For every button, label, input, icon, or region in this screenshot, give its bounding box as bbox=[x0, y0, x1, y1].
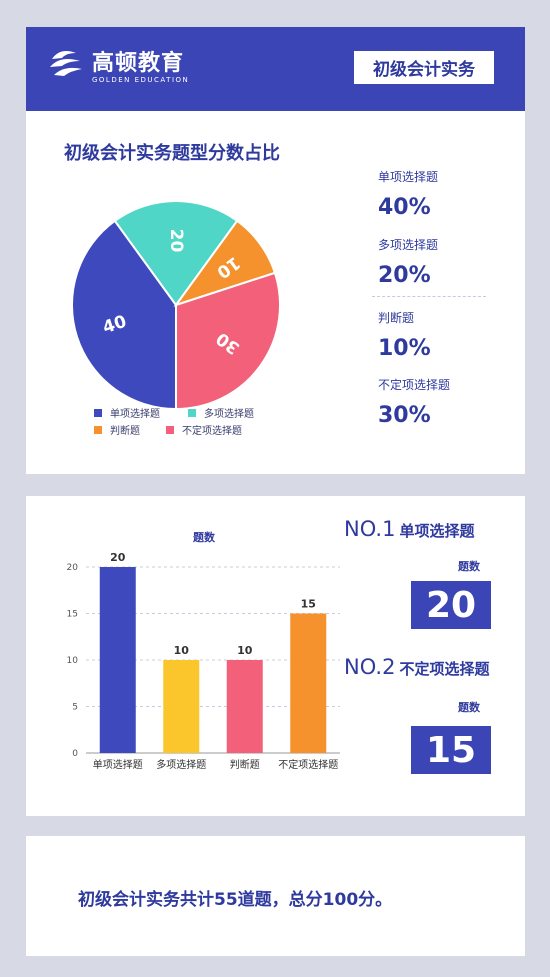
bar-card: 题数 0 5 10 15 20 20 单项选择题 10 多项选择题 10 判断题 15 不定项选择题 NO… bbox=[26, 496, 525, 816]
brand-name: 高顿教育 bbox=[92, 51, 185, 76]
rank2-heading: NO.2 不定项选择题 bbox=[344, 655, 489, 679]
pie-chart-title: 初级会计实务题型分数占比 bbox=[64, 143, 280, 164]
stat-multiple-choice: 多项选择题 20% bbox=[378, 236, 438, 288]
legend-label: 单项选择题 bbox=[110, 409, 160, 420]
rank2-name: 不定项选择题 bbox=[399, 660, 490, 678]
bar bbox=[163, 660, 200, 753]
legend-label: 不定项选择题 bbox=[182, 426, 242, 437]
brand-logo: 高顿教育 GOLDEN EDUCATION bbox=[46, 45, 236, 93]
summary-text: 初级会计实务共计55道题，总分100分。 bbox=[78, 890, 393, 910]
bar-value-label: 15 bbox=[301, 598, 316, 611]
pie-slice bbox=[175, 271, 281, 411]
brand-name-en: GOLDEN EDUCATION bbox=[92, 76, 190, 84]
bar-chart-title: 题数 bbox=[193, 530, 216, 544]
bar bbox=[290, 613, 327, 753]
rank1-count-label: 题数 bbox=[458, 560, 480, 573]
pie-slice-label: 20 bbox=[166, 229, 186, 253]
x-tick-label: 多项选择题 bbox=[156, 758, 206, 771]
stat-label: 判断题 bbox=[378, 311, 415, 325]
legend-label: 多项选择题 bbox=[204, 409, 254, 420]
stat-value: 40% bbox=[378, 195, 431, 220]
bar-value-label: 10 bbox=[237, 644, 253, 657]
stat-value: 20% bbox=[378, 263, 431, 288]
stat-label: 不定项选择题 bbox=[378, 378, 451, 392]
x-tick-label: 判断题 bbox=[230, 758, 260, 771]
legend-item: 多项选择题 bbox=[188, 405, 254, 420]
legend-swatch bbox=[188, 408, 196, 417]
x-tick-label: 不定项选择题 bbox=[278, 758, 338, 771]
rank2-count-label: 题数 bbox=[458, 701, 480, 714]
rank1-number: NO.1 bbox=[344, 517, 396, 541]
rank1-count: 20 bbox=[411, 581, 491, 629]
rank1-heading: NO.1 单项选择题 bbox=[344, 517, 474, 541]
y-tick-label: 20 bbox=[67, 563, 79, 573]
subject-title: 初级会计实务 bbox=[354, 51, 494, 84]
y-tick-label: 0 bbox=[72, 749, 78, 759]
brand-logo-icon bbox=[50, 51, 82, 76]
legend-item: 判断题 bbox=[94, 422, 140, 437]
pie-slice bbox=[113, 200, 239, 307]
y-tick-label: 15 bbox=[67, 610, 78, 620]
legend-swatch bbox=[94, 408, 102, 417]
stat-value: 10% bbox=[378, 336, 431, 361]
legend-label: 判断题 bbox=[110, 426, 140, 437]
bar-chart: 题数 0 5 10 15 20 20 单项选择题 10 多项选择题 10 判断题 15 不定项选择题 bbox=[67, 530, 340, 771]
legend-item: 单项选择题 bbox=[94, 405, 160, 420]
y-tick-label: 10 bbox=[67, 656, 79, 666]
x-tick-label: 单项选择题 bbox=[93, 758, 143, 771]
bar-value-label: 10 bbox=[174, 644, 190, 657]
stat-value: 30% bbox=[378, 403, 431, 428]
divider bbox=[372, 296, 486, 297]
header-banner: 高顿教育 GOLDEN EDUCATION 初级会计实务 bbox=[26, 27, 525, 111]
bar-value-label: 20 bbox=[110, 551, 126, 564]
stat-label: 单项选择题 bbox=[378, 170, 439, 184]
stat-indefinite-choice: 不定项选择题 30% bbox=[378, 376, 450, 428]
legend-item: 不定项选择题 bbox=[166, 422, 242, 437]
rank2-number: NO.2 bbox=[344, 655, 396, 679]
pie-slice bbox=[71, 219, 177, 411]
stat-true-false: 判断题 10% bbox=[378, 309, 431, 361]
rank1-name: 单项选择题 bbox=[399, 522, 475, 540]
rank2-count: 15 bbox=[411, 726, 491, 774]
bar bbox=[99, 567, 136, 753]
stat-label: 多项选择题 bbox=[378, 238, 439, 252]
legend-swatch bbox=[94, 425, 102, 434]
bar bbox=[226, 660, 263, 753]
pie-card: 高顿教育 GOLDEN EDUCATION 初级会计实务 初级会计实务题型分数占… bbox=[26, 27, 525, 474]
stat-single-choice: 单项选择题 40% bbox=[378, 168, 438, 220]
legend-swatch bbox=[166, 425, 174, 434]
summary-card: 初级会计实务共计55道题，总分100分。 bbox=[26, 836, 525, 956]
y-tick-label: 5 bbox=[72, 703, 78, 713]
